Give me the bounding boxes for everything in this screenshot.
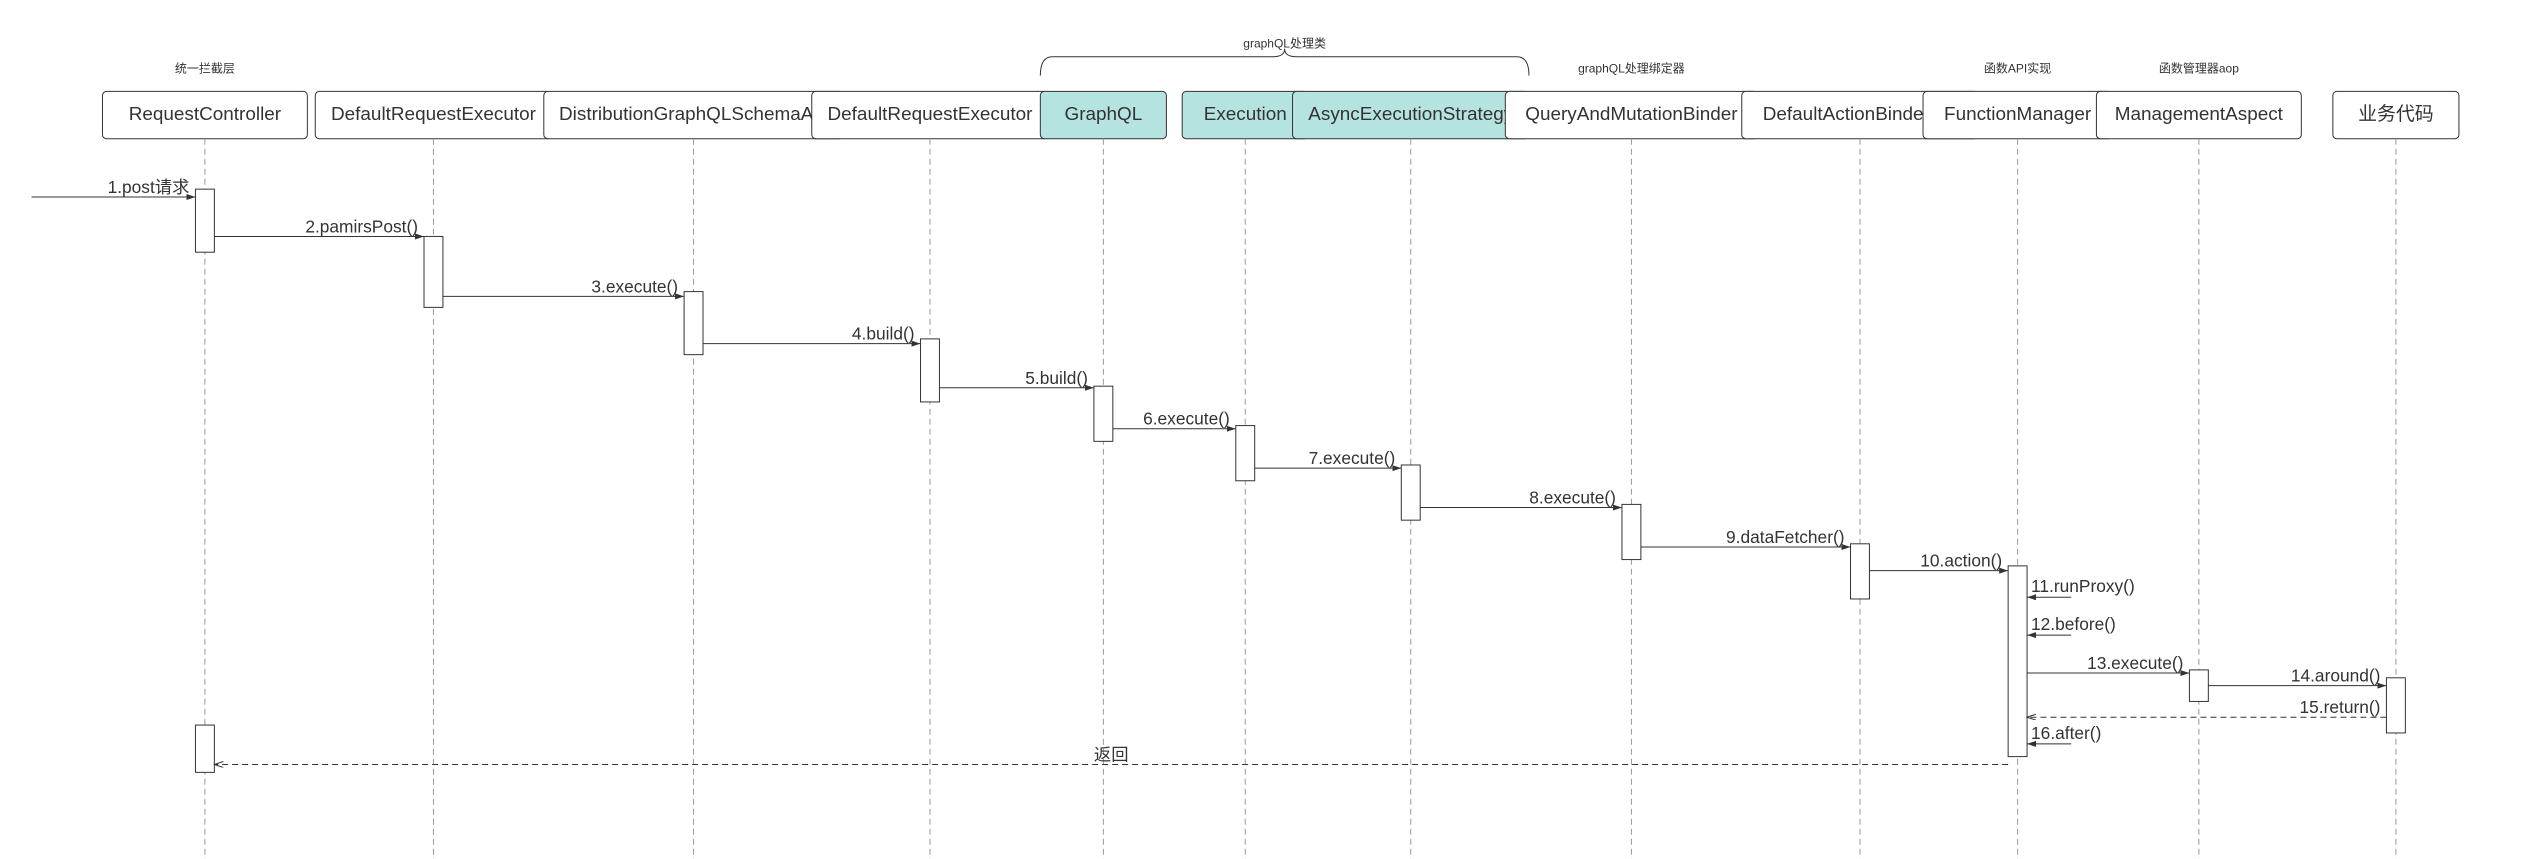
group-label: 函数API实现 [1984, 61, 2051, 76]
activation-bar [1094, 386, 1113, 441]
message-label: 14.around() [2291, 666, 2381, 686]
activation-bar [195, 725, 214, 772]
activation-bar [684, 292, 703, 355]
lifeline-label: DistributionGraphQLSchemaApi [559, 104, 828, 125]
message-label: 2.pamirsPost() [305, 216, 418, 236]
message-label: 9.dataFetcher() [1726, 527, 1844, 547]
group-label: 统一拦截层 [175, 62, 235, 76]
message-label: 8.execute() [1529, 488, 1616, 508]
message-label: 5.build() [1025, 368, 1088, 388]
message-label: 12.before() [2031, 614, 2116, 634]
message-label: 7.execute() [1309, 448, 1396, 468]
message-label: 1.post请求 [108, 177, 190, 197]
activation-bar [2189, 670, 2208, 702]
activation-bar [1851, 544, 1870, 599]
message-label: 3.execute() [591, 276, 678, 296]
activation-bar [195, 189, 214, 252]
lifeline-label: Execution [1204, 104, 1287, 125]
message-label: 11.runProxy() [2031, 576, 2135, 596]
message-label: 10.action() [1920, 551, 2002, 571]
lifeline-label: ManagementAspect [2115, 104, 2284, 125]
message-label: 返回 [1094, 744, 1129, 764]
message-label: 16.after() [2031, 723, 2101, 743]
activation-bar [1622, 504, 1641, 559]
lifeline-label: RequestController [129, 104, 281, 125]
group-brace [1040, 49, 1529, 76]
group-label: graphQL处理类 [1243, 36, 1326, 50]
message-label: 4.build() [852, 324, 915, 344]
lifeline-label: 业务代码 [2358, 103, 2434, 125]
lifeline-label: DefaultRequestExecutor [331, 104, 536, 125]
activation-bar [1236, 426, 1255, 481]
group-label: 函数管理器aop [2159, 61, 2239, 76]
activation-bar [2008, 566, 2027, 757]
message-label: 15.return() [2300, 697, 2381, 717]
sequence-diagram: 统一拦截层 graphQL处理类 graphQL处理绑定器 函数API实现 函数管理器a… [0, 0, 2522, 859]
activation-bar [1401, 465, 1420, 520]
lifeline-label: DefaultRequestExecutor [828, 104, 1033, 125]
message-label: 6.execute() [1143, 409, 1230, 429]
lifeline-label: FunctionManager [1944, 104, 2091, 125]
activation-bar [2386, 678, 2405, 733]
activation-bar [424, 236, 443, 307]
message-label: 13.execute() [2087, 653, 2183, 673]
lifeline-label: GraphQL [1064, 104, 1142, 125]
lifeline-label: AsyncExecutionStrategy [1308, 104, 1513, 125]
lifeline-label: QueryAndMutationBinder [1525, 104, 1737, 125]
activation-bar [921, 339, 940, 402]
group-label: graphQL处理绑定器 [1578, 61, 1685, 76]
